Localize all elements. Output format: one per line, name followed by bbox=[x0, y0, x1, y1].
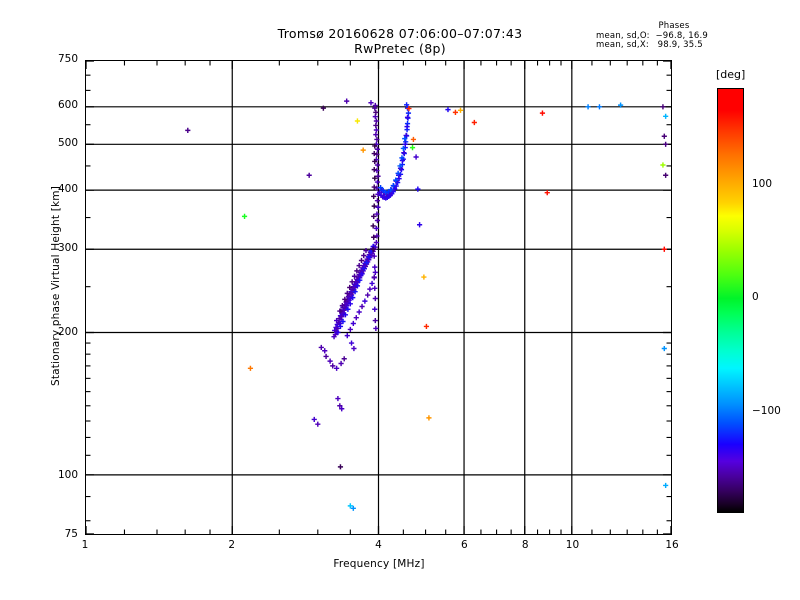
y-tick-label: 750 bbox=[57, 53, 78, 65]
y-tick-label: 300 bbox=[57, 242, 78, 255]
phase-stats-block: Phases mean, sd,O: −96.8, 16.9 mean, sd,… bbox=[596, 21, 796, 51]
y-tick-label: 200 bbox=[57, 325, 78, 338]
phase-stats-o-line: mean, sd,O: −96.8, 16.9 bbox=[596, 30, 709, 41]
x-tick-label: 8 bbox=[521, 539, 529, 551]
colorbar-gradient bbox=[717, 88, 744, 513]
colorbar-tick-label: 0 bbox=[752, 290, 759, 303]
scatter-data-layer bbox=[185, 98, 669, 511]
x-tick-label: 1 bbox=[81, 539, 89, 551]
grid-layer bbox=[86, 61, 671, 534]
y-tick-label: 75 bbox=[64, 528, 78, 540]
phase-stats-x-line: mean, sd,X: 98.9, 35.5 bbox=[596, 40, 703, 50]
x-tick-label: 6 bbox=[460, 539, 468, 551]
page-title: Tromsø 20160628 07:06:00–07:07:43 bbox=[277, 26, 523, 41]
tick-layer bbox=[86, 61, 671, 534]
x-tick-label: 4 bbox=[375, 539, 382, 551]
phase-stats-heading: Phases bbox=[658, 21, 690, 31]
colorbar-tick-label: −100 bbox=[752, 405, 781, 418]
colorbar-tick-label: 100 bbox=[752, 177, 773, 190]
x-axis-label: Frequency [MHz] bbox=[333, 558, 425, 570]
chart-title-block: Tromsø 20160628 07:06:00–07:07:43 RwPret… bbox=[120, 26, 680, 56]
y-tick-label: 400 bbox=[57, 182, 78, 195]
x-tick-label: 2 bbox=[228, 539, 236, 551]
y-tick-label: 100 bbox=[57, 468, 78, 481]
colorbar-unit-label: [deg] bbox=[716, 68, 746, 81]
y-tick-label: 500 bbox=[57, 136, 78, 149]
x-tick-label: 10 bbox=[565, 539, 580, 551]
plot-area bbox=[85, 60, 672, 535]
colorbar bbox=[717, 88, 744, 513]
y-axis-label: Stationary phase Virtual Height [km] bbox=[50, 185, 62, 387]
chart-subtitle: RwPretec (8p) bbox=[354, 41, 446, 56]
y-tick-label: 600 bbox=[57, 99, 78, 112]
x-tick-label: 16 bbox=[665, 539, 679, 551]
